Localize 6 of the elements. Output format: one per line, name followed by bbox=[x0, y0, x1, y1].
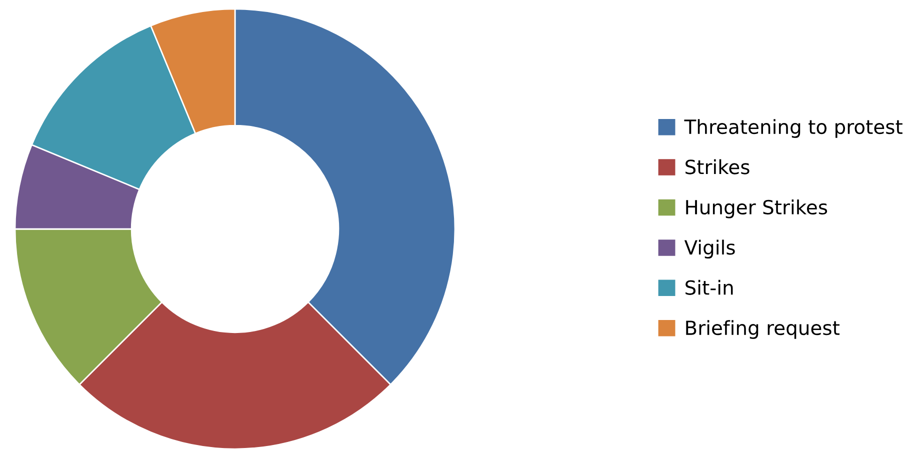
legend-label: Strikes bbox=[686, 159, 750, 174]
legend-label: Vigils bbox=[684, 240, 735, 259]
legend-label: Sit-in bbox=[686, 280, 733, 295]
legend-label: Threatening to protest bbox=[684, 119, 902, 138]
legend-label: Briefing request bbox=[686, 320, 840, 339]
legend-label: Hunger Strikes bbox=[686, 199, 828, 218]
